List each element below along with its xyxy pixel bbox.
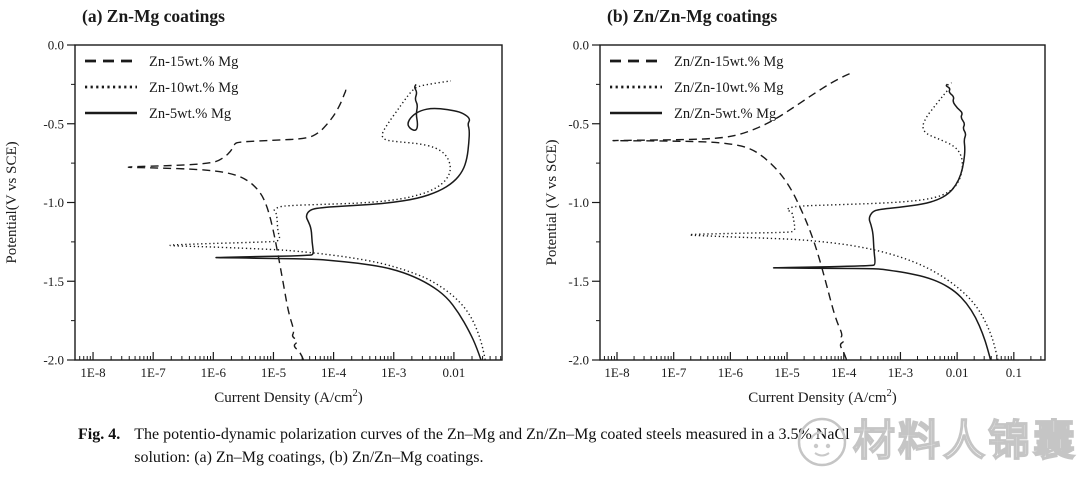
y-axis-label: Potential (V vs SCE) xyxy=(544,140,560,266)
x-tick-label: 1E-7 xyxy=(141,365,167,380)
x-tick-label: 1E-8 xyxy=(604,365,629,380)
y-tick-label: -2.0 xyxy=(43,353,64,368)
y-tick-label: -1.0 xyxy=(43,195,64,210)
x-tick-label: 1E-8 xyxy=(80,365,105,380)
x-tick-label: 1E-5 xyxy=(774,365,799,380)
series-zn-10wt-mg xyxy=(169,80,486,361)
x-axis-label: Current Density (A/cm2) xyxy=(214,388,363,406)
x-tick-label: 1E-6 xyxy=(718,365,744,380)
figure-caption-line2: solution: (a) Zn–Mg coatings, (b) Zn/Zn–… xyxy=(134,449,484,466)
x-tick-label: 1E-6 xyxy=(201,365,227,380)
legend-label: Zn/Zn-5wt.% Mg xyxy=(674,106,776,122)
y-tick-label: -0.5 xyxy=(43,116,64,131)
series-zn-zn-10wt-mg xyxy=(689,82,999,361)
legend: Zn/Zn-15wt.% Mg Zn/Zn-10wt.% Mg Zn/Zn-5wt.… xyxy=(610,54,784,122)
x-tick-label: 1E-4 xyxy=(321,365,347,380)
x-tick-label: 0.1 xyxy=(1006,365,1022,380)
watermark-text: 材料人锦囊 xyxy=(852,418,1078,466)
chart-title: (b) Zn/Zn-Mg coatings xyxy=(607,6,777,26)
x-tick-label: 0.01 xyxy=(443,365,466,380)
y-tick-label: -1.5 xyxy=(43,274,64,289)
figure-caption-text: The potentio-dynamic polarization curves… xyxy=(134,423,849,469)
x-tick-label: 1E-7 xyxy=(661,365,687,380)
watermark-logo-icon xyxy=(797,417,847,467)
legend-label: Zn-10wt.% Mg xyxy=(149,80,238,96)
y-axis-label: Potential(V vs SCE) xyxy=(4,141,20,263)
x-tick-label: 1E-5 xyxy=(261,365,286,380)
watermark: 材料人锦囊 xyxy=(795,412,1078,472)
x-tick-label: 1E-4 xyxy=(831,365,857,380)
figure-caption-line1: The potentio-dynamic polarization curves… xyxy=(134,426,850,443)
x-tick-label: 0.01 xyxy=(946,365,969,380)
x-tick-label: 1E-3 xyxy=(888,365,913,380)
legend-label: Zn/Zn-10wt.% Mg xyxy=(674,80,784,96)
axes: 1E-8 1E-7 1E-6 1E-5 1E-4 1E-3 0.01 0.1 0.0 -0.5 -1… xyxy=(568,38,1046,380)
figure-caption: Fig. 4. The potentio-dynamic polarizatio… xyxy=(78,423,850,469)
axes: 1E-8 1E-7 1E-6 1E-5 1E-4 1E-3 0.01 0.0 -0.5 -1.0 -… xyxy=(43,38,503,380)
series-zn-15wt-mg xyxy=(127,87,347,361)
y-tick-label: 0.0 xyxy=(48,38,64,53)
y-tick-label: -1.0 xyxy=(568,195,589,210)
legend-label: Zn/Zn-15wt.% Mg xyxy=(674,54,784,70)
series-zn-5wt-mg xyxy=(215,84,482,361)
legend: Zn-15wt.% Mg Zn-10wt.% Mg Zn-5wt.% Mg xyxy=(85,54,238,122)
legend-label: Zn-5wt.% Mg xyxy=(149,106,231,122)
figure-caption-label: Fig. 4. xyxy=(78,426,121,443)
x-tick-label: 1E-3 xyxy=(381,365,406,380)
legend-label: Zn-15wt.% Mg xyxy=(149,54,238,70)
series-zn-zn-15wt-mg xyxy=(612,71,855,361)
x-axis-label: Current Density (A/cm2) xyxy=(748,388,897,406)
series-zn-zn-5wt-mg xyxy=(772,83,992,361)
chart-title: (a) Zn-Mg coatings xyxy=(82,6,225,26)
y-tick-label: -1.5 xyxy=(568,274,589,289)
y-tick-label: -0.5 xyxy=(568,116,589,131)
y-tick-label: -2.0 xyxy=(568,353,589,368)
y-tick-label: 0.0 xyxy=(573,38,589,53)
